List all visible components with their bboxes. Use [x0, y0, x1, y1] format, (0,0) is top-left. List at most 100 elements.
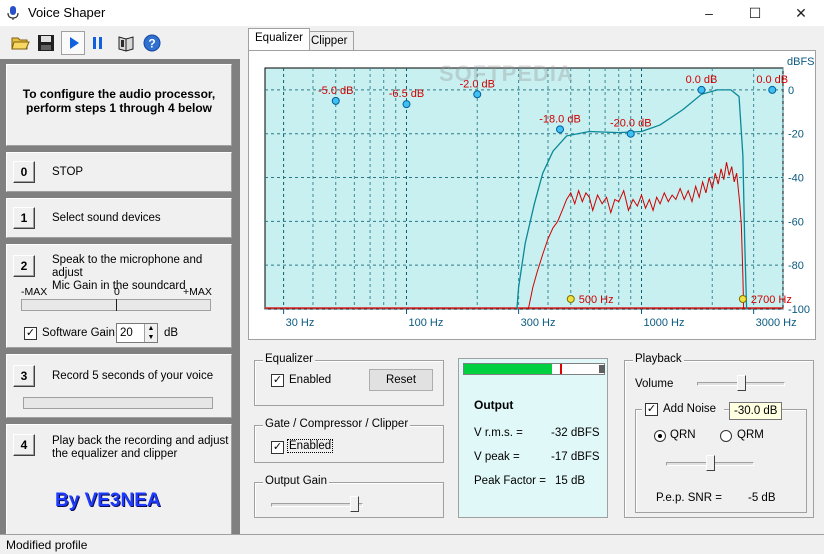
software-gain-checkbox[interactable]: ✓ [24, 327, 37, 340]
qrm-label: QRM [737, 429, 764, 441]
software-gain-label: Software Gain [42, 327, 115, 339]
x-tick-label: 300 Hz [521, 317, 556, 329]
step-0-button[interactable]: 0 [13, 161, 35, 183]
instructions-line-1: To configure the audio processor, [22, 87, 216, 101]
tab-equalizer[interactable]: Equalizer [248, 28, 310, 50]
noise-level-tooltip: -30.0 dB [729, 402, 783, 420]
add-noise-group: ✓ Add Noise QRN QRM P.e.p. SNR = -5 dB [635, 402, 807, 513]
reset-button[interactable]: Reset [369, 369, 433, 391]
credit-text: By VE3NEA [55, 490, 161, 511]
book-icon[interactable] [116, 33, 136, 53]
close-button[interactable]: ✕ [795, 5, 807, 21]
step-1-button[interactable]: 1 [13, 207, 35, 229]
eq-point[interactable] [697, 85, 706, 94]
step-0-panel: 0 STOP [6, 152, 232, 192]
window-title: Voice Shaper [28, 5, 106, 20]
open-folder-icon[interactable] [10, 33, 30, 53]
filter-point-label: 2700 Hz [751, 294, 792, 306]
eq-point[interactable] [473, 90, 482, 99]
instructions-panel: To configure the audio processor, perfor… [6, 64, 232, 146]
eq-point[interactable] [556, 125, 565, 134]
filter-point[interactable] [566, 295, 575, 303]
step-3-panel: 3 Record 5 seconds of your voice [6, 354, 232, 418]
equalizer-chart[interactable]: 0 -20 -40 -60 -80 -100 dBFS 30 Hz 100 Hz 300 Hz 10… [249, 51, 815, 339]
vrms-label: V r.m.s. = [474, 427, 523, 439]
software-gain-spinner[interactable]: 20 ▲ ▼ [116, 323, 158, 343]
x-tick-label: 3000 Hz [756, 317, 797, 329]
noise-level-slider[interactable] [705, 455, 715, 471]
equalizer-group: Equalizer ✓ Enabled Reset [254, 353, 444, 406]
microphone-icon [7, 6, 19, 20]
snr-label: P.e.p. SNR = [656, 492, 722, 504]
qrn-label: QRN [670, 429, 696, 441]
mic-level-meter [21, 299, 211, 311]
toolbar: ? [0, 26, 240, 60]
pause-icon[interactable] [88, 33, 108, 53]
y-tick-label: -20 [788, 129, 804, 141]
vrms-value: -32 dBFS [551, 427, 600, 439]
equalizer-enabled-checkbox[interactable]: ✓ [271, 374, 284, 387]
eq-point[interactable] [402, 100, 411, 109]
eq-point[interactable] [626, 129, 635, 138]
help-icon[interactable]: ? [142, 33, 162, 53]
step-0-label: STOP [52, 166, 84, 178]
gate-enabled-label: Enabled [287, 439, 334, 453]
tab-clipper[interactable]: Clipper [304, 31, 355, 51]
eq-point-label: -18.0 dB [539, 113, 581, 125]
step-4-label-line-2: the equalizer and clipper [52, 448, 178, 460]
output-gain-slider[interactable] [349, 496, 359, 512]
y-axis-label: dBFS [787, 56, 815, 68]
spinner-arrows-icon[interactable]: ▲ ▼ [144, 324, 157, 342]
meter-zero-label: 0 [114, 286, 120, 298]
step-1-label: Select sound devices [52, 212, 161, 224]
playback-title: Playback [633, 353, 684, 365]
x-tick-label: 100 Hz [408, 317, 443, 329]
minimize-button[interactable]: – [705, 5, 713, 21]
maximize-button[interactable]: ☐ [748, 5, 762, 21]
step-2-label-line-1: Speak to the microphone and adjust [52, 254, 203, 279]
y-tick-label: 0 [788, 85, 794, 97]
response-curve [516, 89, 748, 310]
step-4-button[interactable]: 4 [13, 434, 35, 456]
status-bar: Modified profile [0, 534, 824, 554]
left-panel: ? To configure the audio processor, perf… [0, 26, 240, 534]
step-3-label: Record 5 seconds of your voice [52, 370, 214, 382]
eq-point-label: -6.5 dB [389, 88, 424, 100]
add-noise-label: Add Noise [663, 403, 717, 415]
eq-point-label: 0.0 dB [686, 74, 718, 86]
equalizer-group-title: Equalizer [263, 353, 315, 365]
qrn-radio[interactable] [654, 430, 666, 442]
volume-slider[interactable] [736, 375, 746, 391]
instructions-line-2: perform steps 1 through 4 below [25, 101, 213, 115]
eq-point[interactable] [768, 85, 777, 94]
gate-group: Gate / Compressor / Clipper ✓ Enabled [254, 418, 444, 463]
add-noise-checkbox[interactable]: ✓ [645, 403, 658, 416]
qrm-radio[interactable] [720, 430, 732, 442]
playback-group: Playback Volume ✓ Add Noise QRN QRM P.e.… [624, 353, 814, 518]
play-toggle[interactable] [61, 31, 85, 55]
x-tick-label: 30 Hz [286, 317, 315, 329]
filter-point-label: 500 Hz [579, 294, 614, 306]
gate-group-title: Gate / Compressor / Clipper [263, 418, 411, 430]
play-icon [70, 37, 79, 49]
volume-label: Volume [635, 378, 674, 390]
x-tick-label: 1000 Hz [644, 317, 685, 329]
software-gain-unit: dB [164, 327, 179, 339]
software-gain-value: 20 [120, 327, 133, 339]
record-progress-bar [23, 397, 213, 409]
output-peak-marker [560, 364, 562, 374]
filter-point[interactable] [738, 295, 747, 303]
save-icon[interactable] [36, 33, 56, 53]
right-panel: Equalizer Clipper 0 -20 -40 -60 -80 -100 dBFS 3… [240, 26, 824, 534]
eq-point-label: 0.0 dB [756, 74, 788, 86]
output-level-fill [464, 364, 553, 374]
step-4-label-line-1: Play back the recording and adjust [52, 435, 229, 447]
step-2-button[interactable]: 2 [13, 255, 35, 277]
y-tick-label: -60 [788, 216, 804, 228]
vpeak-value: -17 dBFS [551, 451, 600, 463]
step-3-button[interactable]: 3 [13, 365, 35, 387]
gate-enabled-checkbox[interactable]: ✓ [271, 441, 284, 454]
output-level-meter [463, 363, 605, 375]
eq-point[interactable] [331, 96, 340, 105]
